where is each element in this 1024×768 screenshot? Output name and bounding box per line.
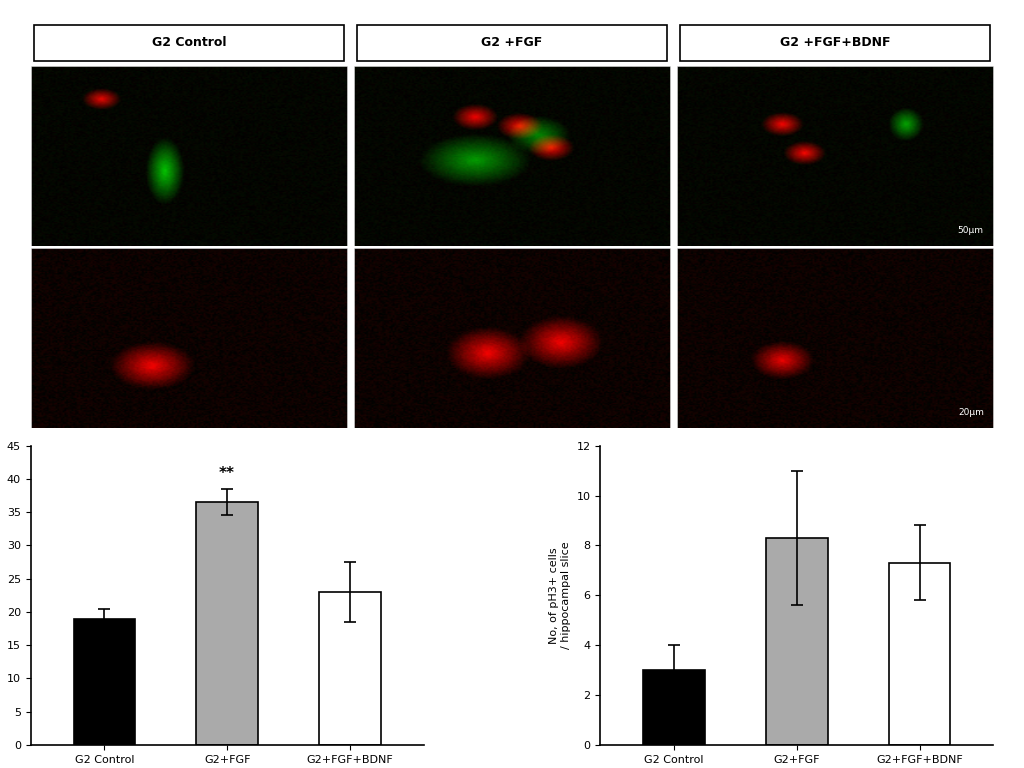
Bar [197, 502, 258, 745]
Text: G2 +FGF: G2 +FGF [481, 36, 543, 48]
Bar [319, 592, 381, 745]
Text: G2 Control: G2 Control [152, 36, 226, 48]
FancyBboxPatch shape [680, 25, 990, 61]
Text: **: ** [219, 466, 236, 481]
Bar [74, 618, 135, 745]
Text: G2 +FGF+BDNF: G2 +FGF+BDNF [779, 36, 890, 48]
Y-axis label: No, of pH3+ cells
/ hippocampal slice: No, of pH3+ cells / hippocampal slice [550, 541, 571, 649]
Bar [889, 563, 950, 745]
Text: 20μm: 20μm [957, 409, 984, 417]
Bar [643, 670, 705, 745]
Bar [766, 538, 827, 745]
Text: 50μm: 50μm [957, 226, 984, 235]
FancyBboxPatch shape [34, 25, 344, 61]
FancyBboxPatch shape [356, 25, 668, 61]
Y-axis label: No, of Ki-67+ cells
/ hippocampal slice: No, of Ki-67+ cells / hippocampal slice [0, 541, 1, 649]
